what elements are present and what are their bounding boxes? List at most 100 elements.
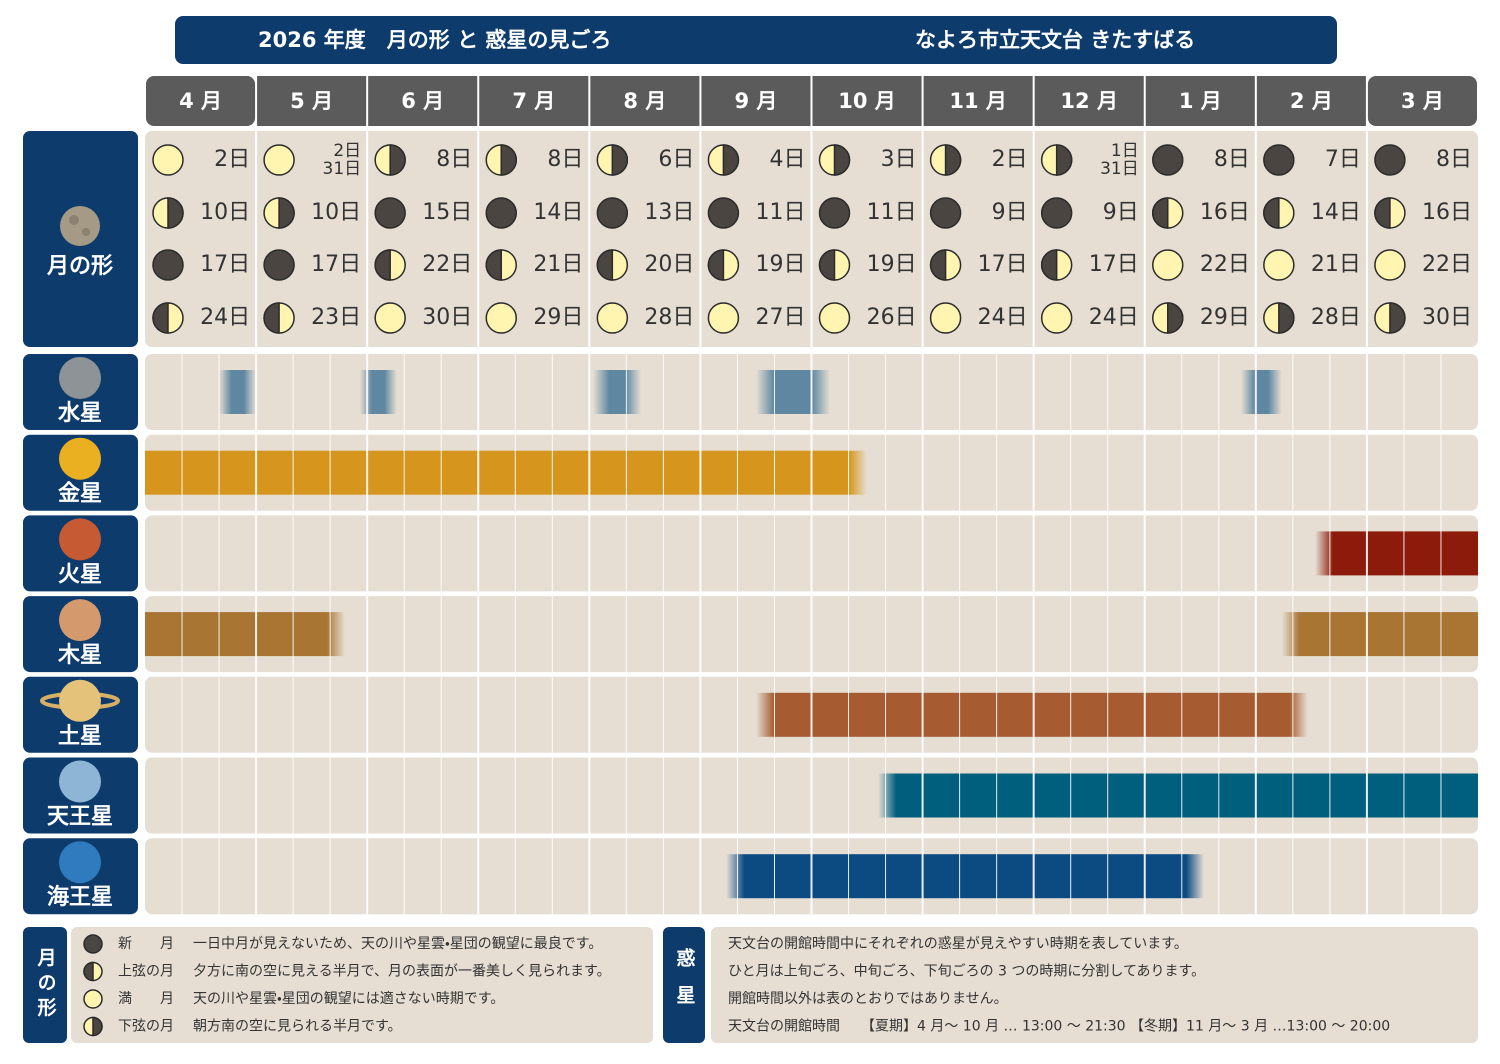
month-header <box>479 76 589 126</box>
legend-panel <box>71 927 653 1043</box>
moon-shadow <box>263 302 280 334</box>
moon-icon <box>83 989 103 1009</box>
moon-icon <box>152 249 184 281</box>
planet-bar <box>878 773 1478 818</box>
moon-icon <box>374 197 406 229</box>
moon-day: 2日 <box>214 147 250 172</box>
planet-bar <box>145 612 345 657</box>
moon-shadow <box>152 302 169 334</box>
month-label: 5 月 <box>290 89 333 113</box>
moon-icon <box>596 197 629 229</box>
planet-bar <box>1281 612 1478 657</box>
month-header <box>257 76 367 126</box>
moon-day: 8日 <box>436 147 472 172</box>
moon-day: 30日 <box>422 305 472 330</box>
moon-day: 21日 <box>1311 252 1361 277</box>
moon-day: 2日 <box>992 147 1028 172</box>
legend-name: 下弦の月 <box>118 1018 174 1035</box>
moon-shadow <box>818 249 836 281</box>
moon-shadow <box>389 144 406 176</box>
moon-day: 11日 <box>756 200 806 225</box>
moon-icon <box>1040 197 1073 229</box>
planet-bar <box>755 692 1308 737</box>
moon-shadow <box>1263 197 1280 229</box>
moon-shadow <box>611 144 629 176</box>
moon-day: 9日 <box>992 200 1028 225</box>
planet-bar <box>755 370 831 414</box>
planet-name: 水星 <box>57 401 102 426</box>
moon-crater <box>69 215 79 225</box>
moon-day: 24日 <box>200 305 250 330</box>
legend-desc: 天の川や星雲・星団の観望には適さない時期です。 <box>193 991 504 1007</box>
month-label: 10 月 <box>838 89 896 113</box>
moon-icon <box>1152 249 1184 281</box>
moon-day: 16日 <box>1200 200 1250 225</box>
month-label: 9 月 <box>734 89 777 113</box>
planet-icon <box>59 357 101 399</box>
moon-icon <box>1152 144 1184 176</box>
moon-day: 27日 <box>756 305 806 330</box>
moon-shadow <box>1374 197 1391 229</box>
moon-day: 7日 <box>1325 147 1361 172</box>
month-header <box>590 76 700 126</box>
moon-day: 24日 <box>1089 305 1139 330</box>
moon-shadow <box>722 144 740 176</box>
moon-icon <box>1040 302 1073 334</box>
moon-day: 8日 <box>1214 147 1250 172</box>
legend-name: 新 月 <box>118 936 174 952</box>
note-line: 開館時間以外は表のとおりではありません。 <box>728 991 1008 1007</box>
header-bar <box>175 16 1337 64</box>
month-header <box>923 76 1033 126</box>
moon-icon <box>485 302 517 334</box>
moon-day: 20日 <box>644 252 694 277</box>
moon-day: 31日 <box>1100 159 1139 179</box>
moon-day: 22日 <box>1200 252 1250 277</box>
moon-day: 17日 <box>311 252 361 277</box>
moon-day: 1日 <box>1111 141 1139 161</box>
moon-day: 22日 <box>1422 252 1472 277</box>
moon-icon <box>707 302 740 334</box>
moon-icon <box>929 197 962 229</box>
moon-icon <box>485 197 517 229</box>
moon-day: 22日 <box>422 252 472 277</box>
title: 2026 年度 月の形 と 惑星の見ごろ <box>258 28 611 52</box>
moon-day: 21日 <box>533 252 583 277</box>
month-label: 6 月 <box>401 89 444 113</box>
month-header <box>1367 76 1477 126</box>
moon-day: 2日 <box>333 141 361 161</box>
moon-day: 26日 <box>867 305 917 330</box>
moon-shadow <box>1167 302 1184 334</box>
moon-day: 8日 <box>1436 147 1472 172</box>
moon-shadow <box>500 144 517 176</box>
planet-name: 天王星 <box>47 805 113 830</box>
moon-day: 13日 <box>644 200 694 225</box>
planet-bar <box>145 450 868 495</box>
moon-day: 17日 <box>200 252 250 277</box>
moon-shadow <box>1152 197 1169 229</box>
month-label: 11 月 <box>949 89 1007 113</box>
notes-label: 惑星 <box>674 947 696 1022</box>
moon-shadow <box>944 144 962 176</box>
month-label: 3 月 <box>1401 89 1444 113</box>
moon-shadow <box>83 961 94 982</box>
moon-day: 4日 <box>770 147 806 172</box>
moon-shadow <box>485 249 502 281</box>
month-label: 4 月 <box>179 89 222 113</box>
legend-label: 月の形 <box>35 948 58 1023</box>
legend-name: 上弦の月 <box>118 963 174 980</box>
moon-shadow <box>374 249 391 281</box>
moon-icon <box>83 934 103 954</box>
month-header <box>701 76 811 126</box>
moon-day: 29日 <box>533 305 583 330</box>
org: なよろ市立天文台 きたすばる <box>915 28 1195 52</box>
planet-bar <box>1241 370 1282 414</box>
month-header <box>1145 76 1255 126</box>
planet-icon <box>59 760 101 803</box>
month-label: 7 月 <box>512 89 555 113</box>
moon-icon <box>818 197 851 229</box>
moon-day: 24日 <box>978 305 1028 330</box>
month-header <box>812 76 922 126</box>
moon-day: 15日 <box>422 200 472 225</box>
